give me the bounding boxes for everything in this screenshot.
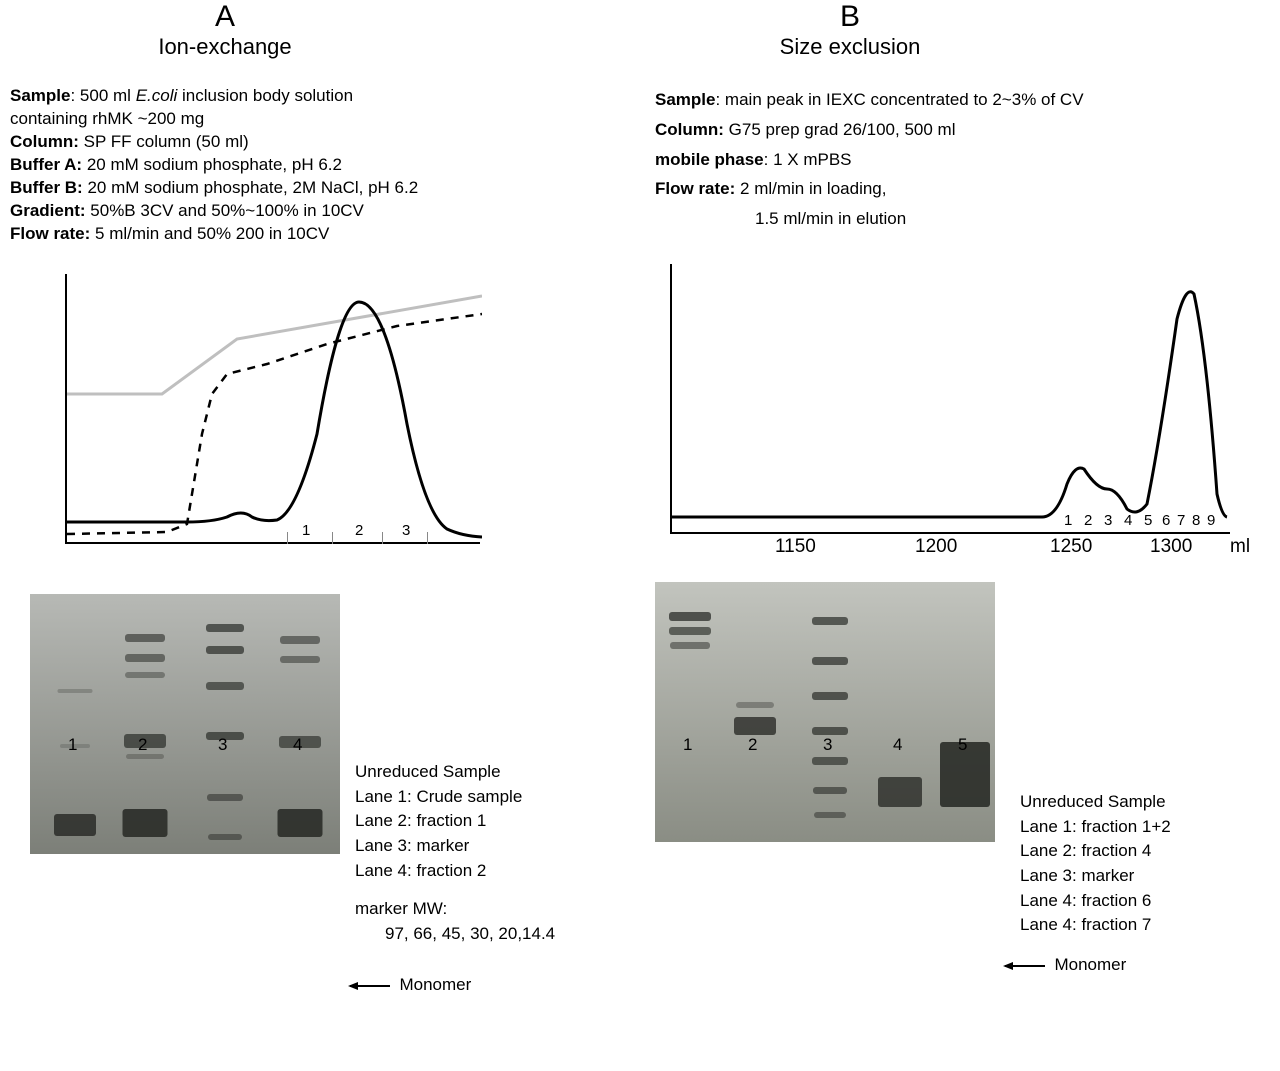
legend-line: Lane 4: fraction 6	[1020, 889, 1171, 914]
lane-num: 3	[823, 735, 832, 755]
monomer-arrow-b: Monomer	[1005, 955, 1126, 975]
panel-a-method: Sample: 500 ml E.coli inclusion body sol…	[10, 85, 640, 246]
method-line: containing rhMK ~200 mg	[10, 108, 640, 131]
monomer-label: Monomer	[399, 975, 471, 994]
lane-num: 2	[138, 735, 147, 755]
method-line: Column: SP FF column (50 ml)	[10, 131, 640, 154]
axis-tick: 1300	[1150, 536, 1192, 558]
monomer-arrow-a: Monomer	[350, 975, 471, 995]
method-line: Buffer A: 20 mM sodium phosphate, pH 6.2	[10, 154, 640, 177]
arrow-icon	[350, 985, 390, 987]
panel-a: A Ion-exchange Sample: 500 ml E.coli inc…	[10, 0, 640, 854]
legend-line: Lane 4: fraction 2	[355, 859, 555, 884]
method-line: Sample: 500 ml E.coli inclusion body sol…	[10, 85, 640, 108]
lane-num: 1	[683, 735, 692, 755]
monomer-label: Monomer	[1054, 955, 1126, 974]
fraction-label: 1	[1064, 512, 1072, 529]
fraction-label: 6	[1162, 512, 1170, 529]
method-line: Column: G75 prep grad 26/100, 500 ml	[655, 115, 1275, 145]
legend-line: Lane 2: fraction 4	[1020, 839, 1171, 864]
method-line: Flow rate: 2 ml/min in loading,	[655, 174, 1275, 204]
axis-tick: 1250	[1050, 536, 1092, 558]
gel-b-bands	[655, 582, 995, 842]
lane-num: 3	[218, 735, 227, 755]
fraction-label: 4	[1124, 512, 1132, 529]
chromatogram-b: 1 2 3 4 5 6 7 8 9	[670, 264, 1230, 534]
x-axis-b: 1150 1200 1250 1300 ml	[670, 534, 1230, 560]
lane-num: 4	[893, 735, 902, 755]
chromatogram-a: 1 2 3	[65, 274, 480, 544]
fraction-label: 8	[1192, 512, 1200, 529]
fraction-label: 3	[402, 522, 410, 539]
method-line: 1.5 ml/min in elution	[655, 204, 1275, 234]
legend-title: Unreduced Sample	[355, 760, 555, 785]
panel-a-title: Ion-exchange	[125, 34, 325, 60]
lane-num: 2	[748, 735, 757, 755]
marker-mw-values: 97, 66, 45, 30, 20,14.4	[355, 922, 555, 947]
legend-line: Lane 3: marker	[355, 834, 555, 859]
lane-num: 1	[68, 735, 77, 755]
axis-tick: 1150	[775, 536, 816, 558]
legend-line: Lane 2: fraction 1	[355, 809, 555, 834]
panel-b: B Size exclusion Sample: main peak in IE…	[655, 0, 1275, 842]
axis-tick: 1200	[915, 536, 957, 558]
lane-num: 4	[293, 735, 302, 755]
marker-mw-label: marker MW:	[355, 897, 555, 922]
method-line: mobile phase: 1 X mPBS	[655, 145, 1275, 175]
gel-a-legend: Unreduced Sample Lane 1: Crude sample La…	[355, 760, 555, 946]
panel-a-letter: A	[210, 0, 240, 34]
gel-a-bands	[30, 594, 340, 854]
gel-b	[655, 582, 995, 842]
fraction-label: 3	[1104, 512, 1112, 529]
method-line: Sample: main peak in IEXC concentrated t…	[655, 85, 1275, 115]
axis-unit: ml	[1230, 536, 1250, 558]
fraction-label: 5	[1144, 512, 1152, 529]
fraction-label: 1	[302, 522, 310, 539]
fraction-label: 2	[1084, 512, 1092, 529]
legend-line: Lane 4: fraction 7	[1020, 913, 1171, 938]
panel-b-title: Size exclusion	[750, 34, 950, 60]
legend-line: Lane 3: marker	[1020, 864, 1171, 889]
panel-b-letter: B	[835, 0, 865, 34]
fraction-label: 9	[1207, 512, 1215, 529]
fraction-label: 7	[1177, 512, 1185, 529]
legend-line: Lane 1: Crude sample	[355, 785, 555, 810]
gel-b-legend: Unreduced Sample Lane 1: fraction 1+2 La…	[1020, 790, 1171, 938]
arrow-icon	[1005, 965, 1045, 967]
method-line: Gradient: 50%B 3CV and 50%~100% in 10CV	[10, 200, 640, 223]
method-line: Flow rate: 5 ml/min and 50% 200 in 10CV	[10, 223, 640, 246]
lane-num: 5	[958, 735, 967, 755]
method-line: Buffer B: 20 mM sodium phosphate, 2M NaC…	[10, 177, 640, 200]
fraction-label: 2	[355, 522, 363, 539]
chromatogram-a-svg	[67, 274, 482, 544]
legend-title: Unreduced Sample	[1020, 790, 1171, 815]
gel-a	[30, 594, 340, 854]
legend-line: Lane 1: fraction 1+2	[1020, 815, 1171, 840]
panel-b-method: Sample: main peak in IEXC concentrated t…	[655, 85, 1275, 234]
chromatogram-b-svg	[672, 264, 1232, 534]
